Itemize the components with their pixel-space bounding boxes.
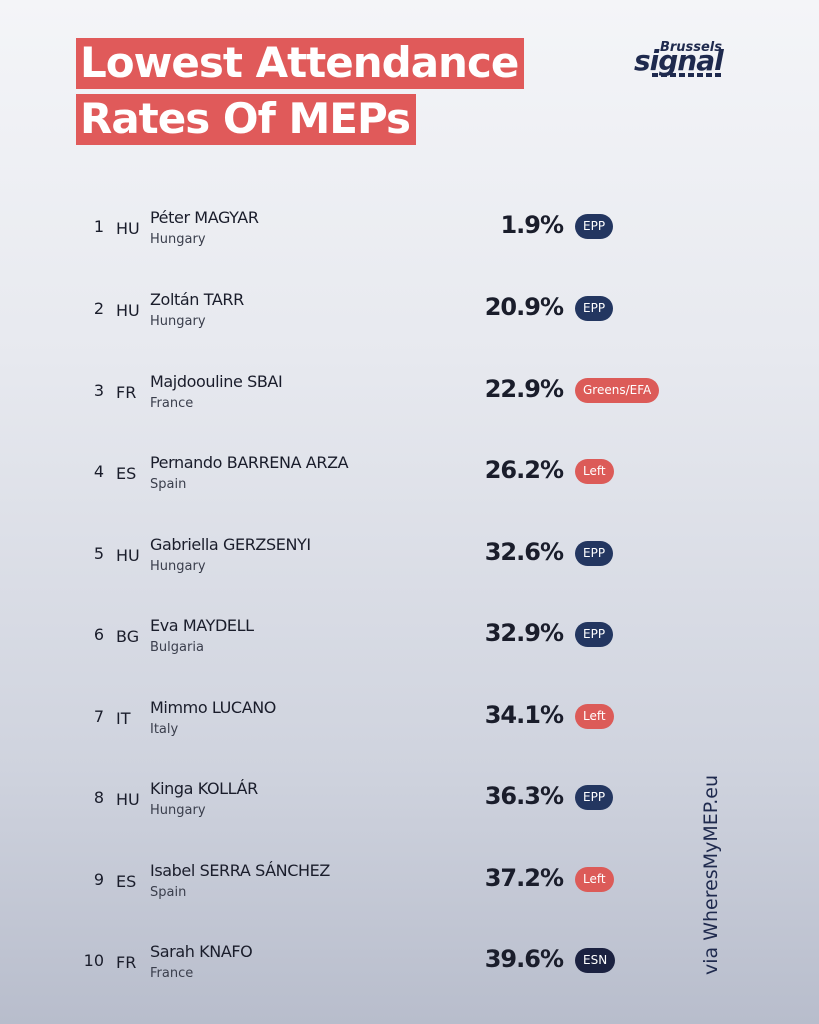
country-code: HU bbox=[116, 790, 140, 809]
group-badge: EPP bbox=[575, 214, 614, 239]
rank: 9 bbox=[93, 870, 104, 889]
list-item: 9 ES Isabel SERRA SÁNCHEZ Spain 37.2% Le… bbox=[0, 853, 819, 913]
list-item: 8 HU Kinga KOLLÁR Hungary 36.3% EPP bbox=[0, 771, 819, 831]
country-code: HU bbox=[116, 301, 140, 320]
country: Spain bbox=[150, 885, 187, 900]
attendance-pct: 39.6% bbox=[484, 945, 564, 973]
country-code: BG bbox=[116, 627, 140, 646]
country: Hungary bbox=[150, 559, 206, 574]
list-item: 6 BG Eva MAYDELL Bulgaria 32.9% EPP bbox=[0, 608, 819, 668]
country: Hungary bbox=[150, 232, 206, 247]
attendance-pct: 32.6% bbox=[484, 538, 564, 566]
rank: 2 bbox=[93, 299, 104, 318]
mep-name: Mimmo LUCANO bbox=[150, 698, 277, 717]
mep-name: Isabel SERRA SÁNCHEZ bbox=[150, 861, 330, 880]
rank: 3 bbox=[93, 381, 104, 400]
country-code: IT bbox=[116, 709, 131, 728]
country: France bbox=[150, 396, 194, 411]
attendance-pct: 26.2% bbox=[484, 456, 564, 484]
title-line-1: Lowest Attendance bbox=[76, 38, 525, 89]
group-badge: EPP bbox=[575, 296, 614, 321]
rank: 8 bbox=[93, 788, 104, 807]
mep-name: Eva MAYDELL bbox=[150, 616, 254, 635]
country: Bulgaria bbox=[150, 640, 204, 655]
group-badge: EPP bbox=[575, 622, 614, 647]
country-code: ES bbox=[116, 464, 137, 483]
rank: 1 bbox=[93, 217, 104, 236]
rank: 5 bbox=[93, 544, 104, 563]
country-code: FR bbox=[116, 383, 137, 402]
country: Spain bbox=[150, 477, 187, 492]
country: Italy bbox=[150, 722, 179, 737]
country-code: ES bbox=[116, 872, 137, 891]
attendance-pct: 20.9% bbox=[484, 293, 564, 321]
mep-name: Sarah KNAFO bbox=[150, 942, 253, 961]
group-badge: Left bbox=[575, 867, 614, 892]
mep-name: Zoltán TARR bbox=[150, 290, 244, 309]
country: France bbox=[150, 966, 194, 981]
rank: 4 bbox=[93, 462, 104, 481]
list-item: 2 HU Zoltán TARR Hungary 20.9% EPP bbox=[0, 282, 819, 342]
title-line-2: Rates Of MEPs bbox=[76, 94, 416, 145]
title-block: Lowest Attendance Rates Of MEPs bbox=[76, 38, 525, 150]
source-note: via WheresMyMEP.eu bbox=[700, 774, 722, 975]
group-badge: EPP bbox=[575, 541, 614, 566]
mep-name: Majdoouline SBAI bbox=[150, 372, 283, 391]
logo-big-text: signal bbox=[634, 44, 724, 77]
logo-small-text: Brussels bbox=[659, 40, 722, 55]
list-item: 5 HU Gabriella GERZSENYI Hungary 32.6% E… bbox=[0, 527, 819, 587]
group-badge: Left bbox=[575, 459, 614, 484]
mep-name: Pernando BARRENA ARZA bbox=[150, 453, 349, 472]
attendance-pct: 34.1% bbox=[484, 701, 564, 729]
attendance-pct: 36.3% bbox=[484, 782, 564, 810]
list-item: 10 FR Sarah KNAFO France 39.6% ESN bbox=[0, 934, 819, 994]
mep-name: Péter MAGYAR bbox=[150, 208, 259, 227]
rank: 7 bbox=[93, 707, 104, 726]
mep-name: Gabriella GERZSENYI bbox=[150, 535, 311, 554]
rank: 6 bbox=[93, 625, 104, 644]
mep-name: Kinga KOLLÁR bbox=[150, 779, 258, 798]
group-badge: Greens/EFA bbox=[575, 378, 660, 403]
list-item: 3 FR Majdoouline SBAI France 22.9% Green… bbox=[0, 364, 819, 424]
group-badge: ESN bbox=[575, 948, 616, 973]
country-code: HU bbox=[116, 219, 140, 238]
list-item: 4 ES Pernando BARRENA ARZA Spain 26.2% L… bbox=[0, 445, 819, 505]
attendance-pct: 32.9% bbox=[484, 619, 564, 647]
brussels-signal-logo: Brussels signal bbox=[632, 40, 744, 80]
logo-dots-icon bbox=[652, 73, 722, 77]
rank: 10 bbox=[83, 951, 104, 970]
country: Hungary bbox=[150, 314, 206, 329]
list-item: 1 HU Péter MAGYAR Hungary 1.9% EPP bbox=[0, 200, 819, 260]
attendance-pct: 22.9% bbox=[484, 375, 564, 403]
country-code: HU bbox=[116, 546, 140, 565]
group-badge: EPP bbox=[575, 785, 614, 810]
list-item: 7 IT Mimmo LUCANO Italy 34.1% Left bbox=[0, 690, 819, 750]
country-code: FR bbox=[116, 953, 137, 972]
country: Hungary bbox=[150, 803, 206, 818]
group-badge: Left bbox=[575, 704, 614, 729]
attendance-pct: 37.2% bbox=[484, 864, 564, 892]
attendance-pct: 1.9% bbox=[500, 211, 564, 239]
